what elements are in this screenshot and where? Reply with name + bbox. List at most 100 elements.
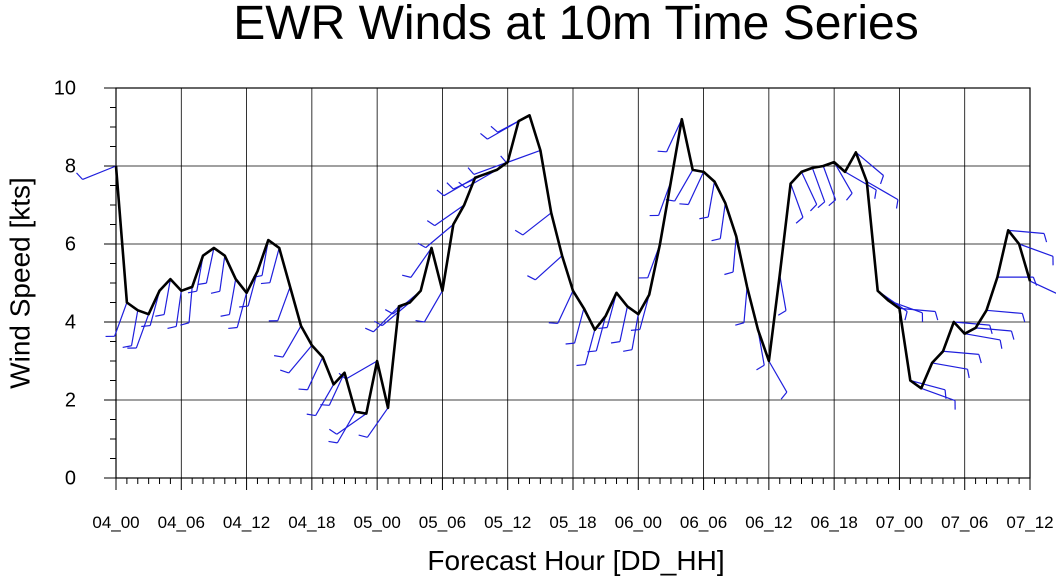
- wind-barb-feather: [630, 328, 640, 331]
- wind-barb-shaft: [866, 181, 899, 201]
- wind-barb-shaft: [573, 308, 585, 344]
- wind-barb-feather: [934, 311, 939, 321]
- wind-speed-point: [202, 255, 204, 257]
- wind-speed-point: [452, 223, 454, 226]
- wind-speed-point: [528, 114, 531, 116]
- y-tick-label: 6: [65, 233, 76, 255]
- wind-barb-feather: [845, 192, 853, 201]
- wind-speed-point: [942, 350, 944, 352]
- wind-speed-point: [550, 212, 552, 214]
- wind-barb-shaft: [584, 329, 596, 365]
- wind-speed-point: [343, 372, 346, 374]
- wind-barb-feather: [446, 182, 454, 190]
- wind-barb-feather: [679, 203, 689, 206]
- wind-speed-point: [637, 313, 639, 315]
- wind-barb-shaft: [114, 302, 128, 337]
- wind-barb-feather: [298, 388, 308, 391]
- wind-barb-shaft: [282, 325, 302, 358]
- x-tick-label: 06_18: [811, 513, 858, 532]
- wind-barb-feather: [426, 220, 436, 227]
- wind-speed-point: [430, 247, 433, 249]
- wind-barb-feather: [527, 275, 536, 281]
- wind-barb-feather: [490, 125, 499, 133]
- y-tick-label: 8: [65, 155, 76, 177]
- wind-barb-feather: [999, 339, 1003, 349]
- wind-barb-shaft: [557, 290, 574, 324]
- wind-barb-shaft: [855, 151, 884, 176]
- wind-barb-feather: [576, 363, 586, 367]
- wind-speed-point: [953, 321, 955, 323]
- wind-speed-point: [311, 344, 313, 346]
- wind-speed-point: [333, 383, 335, 385]
- wind-barb-feather: [239, 305, 249, 308]
- wind-barb-feather: [780, 391, 788, 400]
- wind-barb-feather: [587, 350, 597, 353]
- wind-speed-point: [964, 333, 966, 335]
- wind-barb-feather: [500, 155, 507, 164]
- wind-barb-feather: [415, 319, 425, 323]
- wind-barb-shaft: [595, 315, 607, 352]
- wind-barb-feather: [306, 413, 316, 417]
- wind-barb-shaft: [986, 309, 1023, 315]
- wind-barb-shaft: [790, 183, 804, 218]
- wind-speed-point: [811, 167, 813, 169]
- y-tick-label: 10: [54, 77, 76, 99]
- wind-speed-point: [289, 286, 291, 288]
- wind-speed-point: [496, 169, 498, 171]
- x-tick-label: 06_00: [615, 513, 662, 532]
- wind-barb-shaft: [269, 247, 280, 283]
- wind-speed-point: [898, 307, 901, 309]
- wind-barb-shaft: [410, 247, 433, 278]
- wind-speed-point: [235, 278, 237, 280]
- wind-barb-feather: [817, 201, 826, 209]
- wind-speed-point: [376, 360, 378, 362]
- wind-barb-shaft: [175, 290, 182, 327]
- wind-speed-point: [779, 274, 781, 276]
- wind-speed-point: [605, 315, 607, 317]
- wind-speed-point: [474, 177, 476, 179]
- wind-barb-shaft: [768, 360, 788, 393]
- wind-barb-shaft: [899, 307, 936, 313]
- wind-speed-point: [115, 165, 117, 167]
- wind-speed-point: [692, 169, 694, 171]
- wind-barb-feather: [699, 216, 709, 220]
- wind-barb-feather: [328, 428, 338, 435]
- wind-barb-feather: [904, 311, 908, 321]
- wind-barb-feather: [514, 229, 524, 236]
- wind-barb-feather: [122, 345, 132, 349]
- wind-barb-shaft: [920, 387, 956, 402]
- wind-speed-point: [517, 120, 520, 122]
- wind-speed-point: [822, 165, 824, 167]
- wind-barb-feather: [598, 326, 608, 330]
- wind-speed-point: [659, 243, 661, 245]
- wind-barb-feather: [141, 324, 151, 328]
- wind-speed-point: [800, 171, 803, 173]
- wind-barb-feather: [795, 216, 804, 224]
- wind-barb-feather: [810, 204, 818, 212]
- x-tick-label: 05_06: [419, 513, 466, 532]
- wind-speed-point: [180, 290, 182, 292]
- wind-barb-feather: [623, 349, 633, 352]
- wind-speed-point: [594, 329, 596, 331]
- wind-speed-point: [354, 411, 356, 413]
- wind-barb-shaft: [328, 372, 346, 406]
- wind-barb-shaft: [942, 350, 979, 355]
- wind-speed-point: [572, 290, 574, 292]
- wind-barb-feather: [895, 199, 899, 209]
- wind-barb-shaft: [345, 360, 378, 380]
- wind-barb-shaft: [434, 204, 465, 227]
- wind-speed-point: [626, 305, 629, 307]
- wind-speed-point: [213, 247, 215, 249]
- wind-barb-shaft: [800, 171, 818, 205]
- wind-speed-point: [485, 173, 487, 175]
- grid-layer: [116, 88, 1030, 478]
- wind-barb-feather: [328, 440, 338, 444]
- x-tick-label: 06_06: [680, 513, 727, 532]
- wind-barb-shaft: [219, 255, 226, 292]
- wind-barb-shaft: [336, 413, 367, 435]
- wind-speed-point: [387, 407, 389, 409]
- wind-barb-feather: [358, 434, 368, 438]
- wind-barb-feather: [657, 150, 667, 153]
- x-tick-label: 04_18: [288, 513, 335, 532]
- wind-speed-point: [137, 309, 139, 311]
